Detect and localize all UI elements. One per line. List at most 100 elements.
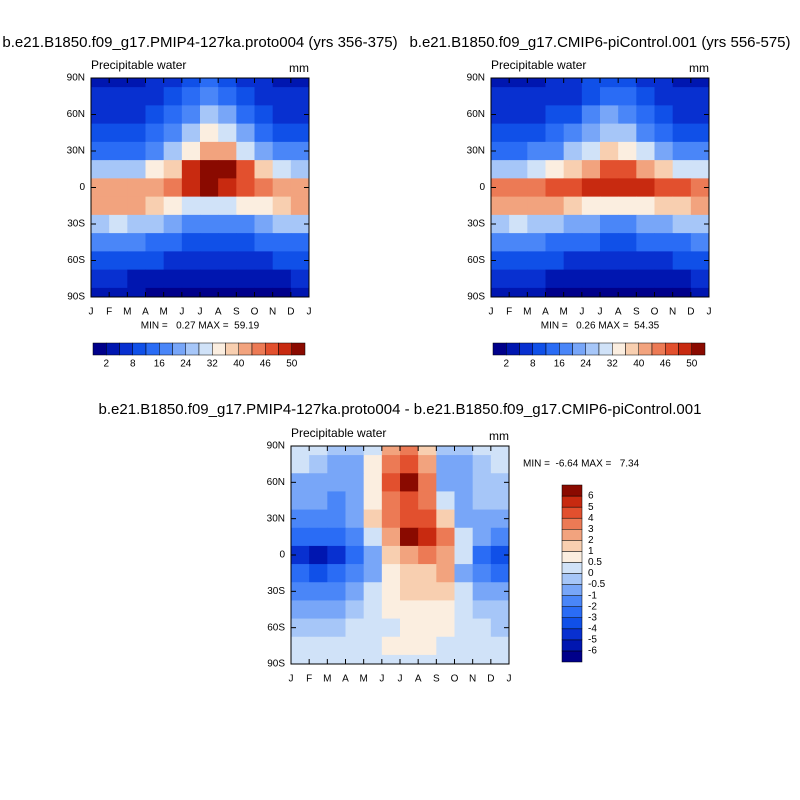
cell [527,87,546,106]
cell [254,160,274,179]
cell [218,233,237,252]
colorbar-box [638,342,653,356]
cell [636,105,655,125]
chart-title: b.e21.B1850.f09_g17.CMIP6-piControl.001 … [409,34,790,51]
cell [545,233,565,252]
cell [109,141,128,161]
cell [363,473,383,492]
cell [618,87,637,106]
cell [672,196,692,216]
cell [236,105,255,125]
cell [690,214,710,234]
cell [291,545,310,565]
cell [218,141,237,161]
y-tick-label: 60N [67,109,85,120]
cell [509,105,528,125]
cell [490,564,510,583]
colorbar-box [561,584,583,596]
colorbar-label: 6 [588,491,594,502]
cell [509,233,528,252]
cell [91,196,110,216]
colorbar-box [506,342,520,356]
heatmap [291,446,510,665]
cell [272,87,292,106]
colorbar-box [561,484,583,497]
cell [672,160,692,179]
x-tick-label: J [307,307,312,318]
cell [618,160,637,179]
y-tick-label: 30N [467,146,485,157]
colorbar-label: 32 [207,359,219,370]
x-tick-label: D [287,307,294,318]
cell [163,251,183,271]
cell [327,446,346,456]
y-tick-label: 0 [79,182,85,193]
cell [272,78,292,88]
cell [109,78,128,88]
cell [91,78,110,88]
colorbar-box [561,551,583,563]
cell [345,564,365,583]
cell [91,105,110,125]
cell [127,196,146,216]
cell [690,251,710,271]
cell [509,178,528,198]
cell [527,123,546,143]
cell [436,564,455,583]
cell [418,582,437,601]
cell [491,178,510,198]
x-tick-label: J [198,307,203,318]
cell [636,196,655,216]
cell [581,233,601,252]
cell [290,233,310,252]
cell [290,196,310,216]
cell [127,141,146,161]
cell [672,269,692,289]
cell [345,600,365,619]
cell [581,251,601,271]
cell [509,87,528,106]
cell [272,251,292,271]
cell [400,582,419,601]
cell [436,446,455,456]
x-tick-label: A [415,674,422,685]
cell [291,455,310,474]
cell [527,105,546,125]
cell [545,287,565,298]
cell [454,509,474,529]
cell [436,455,455,474]
cell [218,178,237,198]
units: mm [289,61,309,75]
x-tick-label: J [507,674,512,685]
cell [454,636,474,656]
cell [491,123,510,143]
x-tick-label: J [89,307,94,318]
cell [472,636,492,656]
cell [381,527,401,547]
cell [290,160,310,179]
colorbar-label: 40 [633,359,645,370]
x-tick-label: O [451,674,459,685]
cell [181,87,201,106]
cell [418,455,437,474]
cell [545,160,565,179]
y-tick-label: 30S [467,219,485,230]
cell [581,214,601,234]
cell [418,636,437,656]
cell [436,473,455,492]
cell [400,473,419,492]
cell [109,105,128,125]
cell [654,87,674,106]
cell [600,141,619,161]
x-tick-label: S [233,307,240,318]
cell [381,455,401,474]
cell [454,545,474,565]
cell [181,178,201,198]
cell [672,105,692,125]
y-tick-label: 60S [467,255,485,266]
cell [91,141,110,161]
cell [545,105,565,125]
cell [690,269,710,289]
cell [636,123,655,143]
cell [600,287,619,298]
